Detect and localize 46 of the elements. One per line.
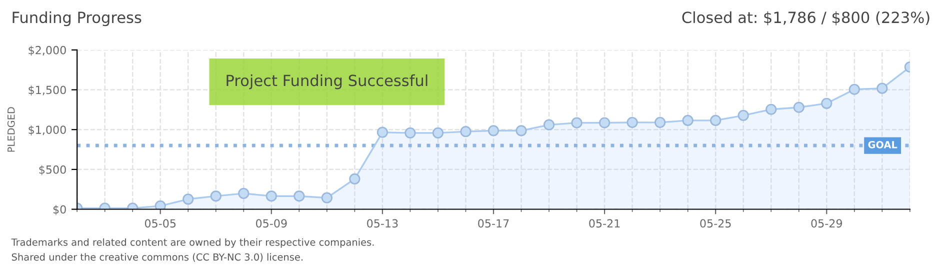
point	[266, 190, 277, 202]
chart-title: Funding Progress	[12, 11, 142, 26]
point	[376, 126, 388, 138]
point	[876, 82, 888, 94]
point	[460, 126, 472, 138]
x-tick-label: 05-13	[367, 219, 398, 228]
point	[654, 116, 666, 128]
x-tick-label: 05-21	[589, 219, 620, 228]
y-tick-label: $2,000	[28, 46, 66, 56]
point	[793, 102, 804, 113]
y-axis-title: PLEDGED	[7, 107, 15, 152]
x-tick-label: 05-29	[811, 219, 842, 228]
point	[710, 114, 722, 126]
point	[682, 114, 694, 126]
x-tick-label: 05-09	[256, 219, 287, 228]
point	[488, 125, 500, 136]
point	[154, 200, 166, 210]
point	[294, 190, 305, 202]
y-tick-label: $1,000	[28, 125, 66, 136]
text: Closed at: $1,786 / $800 (223%)	[682, 11, 930, 26]
y-tick-label: $1,500	[28, 86, 66, 96]
point	[349, 173, 360, 184]
annotation: Project Funding Successful	[226, 74, 428, 90]
point	[571, 117, 582, 128]
point	[182, 194, 194, 205]
point	[626, 116, 638, 128]
point	[848, 84, 860, 95]
point	[543, 119, 555, 130]
text: Shared under the creative commons (CC BY-NC 3.0) license.	[12, 253, 302, 262]
point	[432, 127, 444, 138]
y-tick-label: $0	[53, 205, 66, 216]
y-tick-label: $500	[39, 165, 66, 176]
point	[821, 98, 832, 109]
point	[516, 125, 527, 136]
point	[321, 192, 332, 204]
point	[404, 127, 416, 138]
point	[238, 188, 250, 199]
ref-line-label: GOAL	[868, 140, 898, 148]
point	[738, 110, 749, 121]
x-tick-label: 05-05	[144, 219, 176, 228]
x-tick-label: 05-25	[700, 219, 731, 228]
x-tick-label: 05-17	[478, 219, 509, 228]
point	[766, 104, 777, 115]
point	[210, 190, 222, 202]
text: Trademarks and related content are owned by their respective companies.	[11, 238, 374, 248]
point	[598, 117, 610, 128]
